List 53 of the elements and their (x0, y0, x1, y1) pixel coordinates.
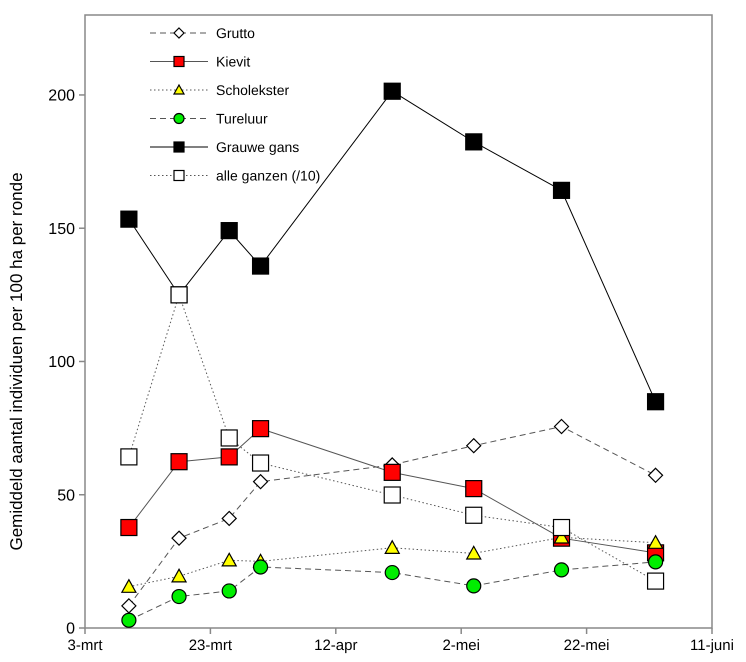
y-tick-label: 200 (48, 88, 76, 105)
point (465, 480, 482, 498)
point (220, 222, 238, 240)
point (648, 554, 664, 570)
point (648, 468, 664, 483)
point (465, 133, 482, 150)
point (466, 438, 482, 454)
legend-label: Grauwe gans (216, 138, 300, 155)
point (120, 210, 138, 228)
legend-label: Kievit (216, 53, 250, 70)
x-tick-label: 12-apr (314, 637, 358, 654)
point (384, 540, 400, 554)
x-tick-label: 11-juni (690, 637, 734, 654)
point (171, 588, 187, 604)
x-tick-label: 22-mei (564, 637, 610, 654)
y-tick-label: 100 (48, 354, 76, 372)
point (646, 393, 664, 410)
point (384, 464, 401, 481)
point (384, 564, 400, 580)
point (121, 598, 136, 614)
y-axis-title: Gemiddeld aantal individuen per 100 ha per ronde (7, 172, 26, 551)
point (252, 257, 270, 275)
point (252, 474, 268, 490)
point (554, 562, 570, 578)
point (554, 418, 570, 434)
legend-label: alle ganzen (/10) (216, 167, 320, 184)
point (120, 518, 138, 536)
point (171, 568, 187, 582)
legend-label: Scholekster (216, 82, 290, 98)
point (220, 448, 238, 466)
y-tick-label: 0 (66, 620, 76, 638)
point (648, 535, 664, 549)
point (170, 453, 188, 470)
legend-label: Tureluur (216, 110, 268, 126)
point (121, 579, 136, 593)
point (222, 552, 237, 567)
point (222, 583, 237, 599)
x-tick-label: 23-mrt (188, 637, 233, 654)
point (252, 559, 268, 575)
x-tick-label: 3-mrt (68, 637, 104, 654)
point (121, 612, 136, 628)
point (552, 518, 570, 536)
y-tick-label: 50 (57, 487, 76, 504)
point (466, 578, 482, 594)
point (466, 546, 482, 560)
point (384, 82, 401, 100)
point (171, 530, 187, 546)
x-tick-label: 2-mei (442, 637, 480, 654)
point (222, 510, 237, 526)
point (552, 182, 570, 199)
point (252, 420, 270, 438)
y-tick-label: 150 (48, 220, 76, 238)
legend-label: Grutto (216, 24, 256, 41)
